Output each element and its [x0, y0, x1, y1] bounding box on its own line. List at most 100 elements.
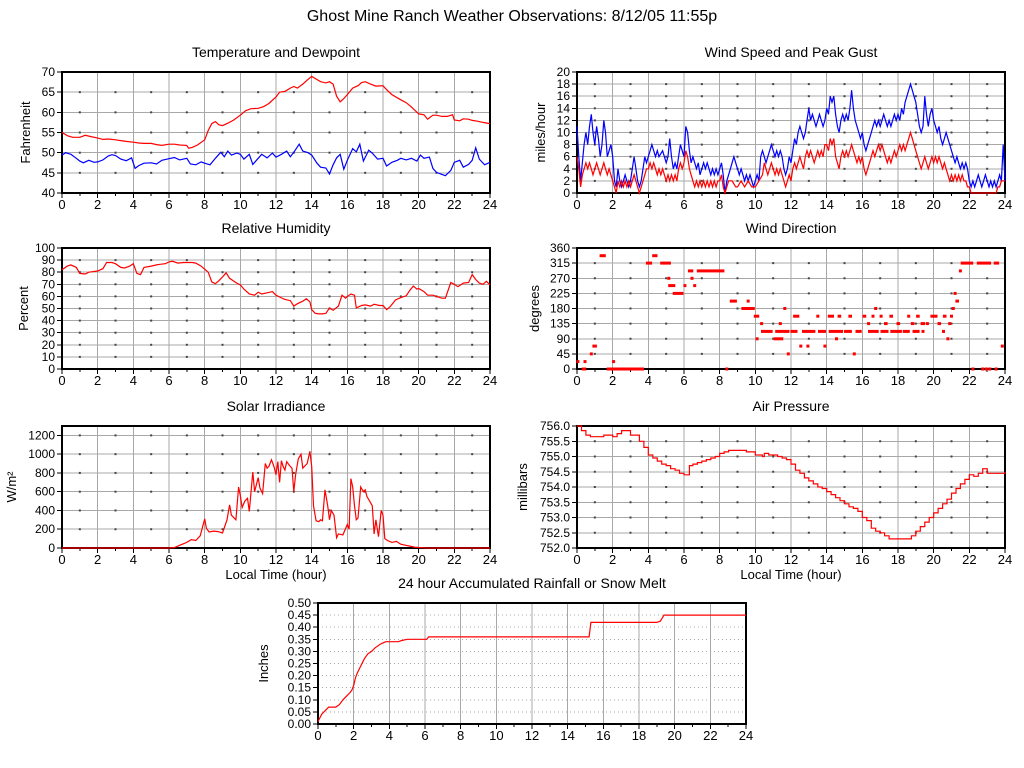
- svg-text:22: 22: [447, 552, 461, 567]
- y-axis-label: miles/hour: [533, 102, 548, 163]
- svg-text:22: 22: [962, 552, 976, 567]
- svg-text:18: 18: [557, 77, 571, 91]
- svg-text:754.5: 754.5: [540, 465, 570, 479]
- tick-labels: 0 2 4 6 8 10 12 14 16 18 20 22 240200400600800100012…: [28, 428, 497, 567]
- svg-text:20: 20: [411, 197, 425, 212]
- svg-text:14: 14: [819, 552, 833, 567]
- svg-text:1000: 1000: [28, 447, 55, 461]
- svg-text:20: 20: [411, 373, 425, 388]
- chart-title: 24 hour Accumulated Rainfall or Snow Mel…: [398, 575, 666, 591]
- y-axis-label: W/m²: [4, 471, 19, 503]
- series-air-pressure: [577, 425, 1006, 540]
- svg-text:2: 2: [94, 552, 101, 567]
- svg-text:8: 8: [716, 373, 723, 388]
- svg-text:16: 16: [596, 728, 610, 743]
- series-peak-gust: [576, 81, 1006, 194]
- svg-text:0: 0: [573, 373, 580, 388]
- chart-title: Relative Humidity: [222, 220, 331, 236]
- svg-text:18: 18: [376, 197, 390, 212]
- svg-text:10: 10: [748, 373, 762, 388]
- svg-text:8: 8: [201, 197, 208, 212]
- svg-text:14: 14: [304, 552, 318, 567]
- svg-text:24: 24: [998, 373, 1012, 388]
- axis-ticks: [57, 71, 491, 198]
- svg-text:18: 18: [891, 552, 905, 567]
- svg-text:0: 0: [563, 186, 570, 200]
- svg-text:14: 14: [304, 197, 318, 212]
- svg-text:1200: 1200: [28, 428, 55, 442]
- svg-text:8: 8: [201, 373, 208, 388]
- grid: [577, 72, 1005, 193]
- svg-text:22: 22: [962, 373, 976, 388]
- svg-text:6: 6: [563, 150, 570, 164]
- svg-text:4: 4: [645, 552, 652, 567]
- svg-text:90: 90: [42, 253, 56, 267]
- svg-text:40: 40: [42, 186, 56, 200]
- svg-text:70: 70: [42, 65, 56, 79]
- svg-text:0.05: 0.05: [288, 705, 312, 719]
- axis-ticks: [313, 602, 747, 729]
- svg-text:16: 16: [855, 373, 869, 388]
- svg-text:800: 800: [35, 466, 55, 480]
- svg-text:2: 2: [563, 174, 570, 188]
- chart-title: Wind Speed and Peak Gust: [705, 44, 878, 60]
- svg-text:90: 90: [557, 332, 571, 346]
- grid: [62, 72, 490, 193]
- minor-grid-dots: [78, 434, 474, 531]
- chart-title: Temperature and Dewpoint: [192, 44, 360, 60]
- grid: [318, 603, 746, 724]
- svg-text:2: 2: [350, 728, 357, 743]
- svg-text:0: 0: [573, 552, 580, 567]
- grid: [62, 248, 490, 369]
- svg-text:16: 16: [340, 373, 354, 388]
- svg-text:2: 2: [94, 373, 101, 388]
- svg-text:10: 10: [748, 197, 762, 212]
- svg-text:4: 4: [130, 373, 137, 388]
- svg-text:55: 55: [42, 126, 56, 140]
- svg-text:8: 8: [716, 552, 723, 567]
- svg-text:18: 18: [376, 552, 390, 567]
- svg-text:225: 225: [550, 286, 570, 300]
- grid: [577, 426, 1005, 548]
- svg-text:6: 6: [165, 197, 172, 212]
- svg-text:20: 20: [926, 552, 940, 567]
- svg-text:2: 2: [609, 373, 616, 388]
- axis-ticks: [57, 247, 491, 374]
- axis-ticks: [572, 425, 1006, 553]
- svg-text:0.40: 0.40: [288, 620, 312, 634]
- svg-text:600: 600: [35, 485, 55, 499]
- svg-text:60: 60: [42, 105, 56, 119]
- svg-text:16: 16: [340, 552, 354, 567]
- svg-text:0: 0: [58, 197, 65, 212]
- svg-text:18: 18: [376, 373, 390, 388]
- series-wind-speed: [576, 130, 1005, 196]
- svg-text:50: 50: [42, 302, 56, 316]
- svg-text:756.0: 756.0: [540, 419, 570, 433]
- svg-text:12: 12: [557, 113, 571, 127]
- minor-grid-dots: [593, 262, 989, 355]
- svg-text:45: 45: [557, 347, 571, 361]
- svg-text:0.45: 0.45: [288, 608, 312, 622]
- svg-text:14: 14: [557, 101, 571, 115]
- svg-text:4: 4: [645, 197, 652, 212]
- y-axis-label: millibars: [515, 463, 530, 511]
- chart-humidity: 0 2 4 6 8 10 12 14 16 18 20 22 240102030405060708090…: [16, 220, 497, 388]
- svg-text:180: 180: [550, 302, 570, 316]
- svg-text:12: 12: [525, 728, 539, 743]
- svg-text:20: 20: [926, 197, 940, 212]
- svg-text:40: 40: [42, 314, 56, 328]
- svg-text:30: 30: [42, 326, 56, 340]
- tick-labels: 0 2 4 6 8 10 12 14 16 18 20 22 240.000.050.100.150.2…: [288, 596, 754, 743]
- x-axis-label: Local Time (hour): [225, 567, 326, 582]
- svg-text:0.30: 0.30: [288, 644, 312, 658]
- svg-text:4: 4: [130, 197, 137, 212]
- svg-text:16: 16: [855, 552, 869, 567]
- svg-text:0: 0: [573, 197, 580, 212]
- svg-text:6: 6: [680, 373, 687, 388]
- svg-text:754.0: 754.0: [540, 480, 570, 494]
- series-accumulated-rainfall: [317, 614, 746, 722]
- tick-labels: 0 2 4 6 8 10 12 14 16 18 20 22 24752.0752.5753.0753.…: [540, 419, 1012, 567]
- svg-text:0.25: 0.25: [288, 657, 312, 671]
- svg-text:0.15: 0.15: [288, 681, 312, 695]
